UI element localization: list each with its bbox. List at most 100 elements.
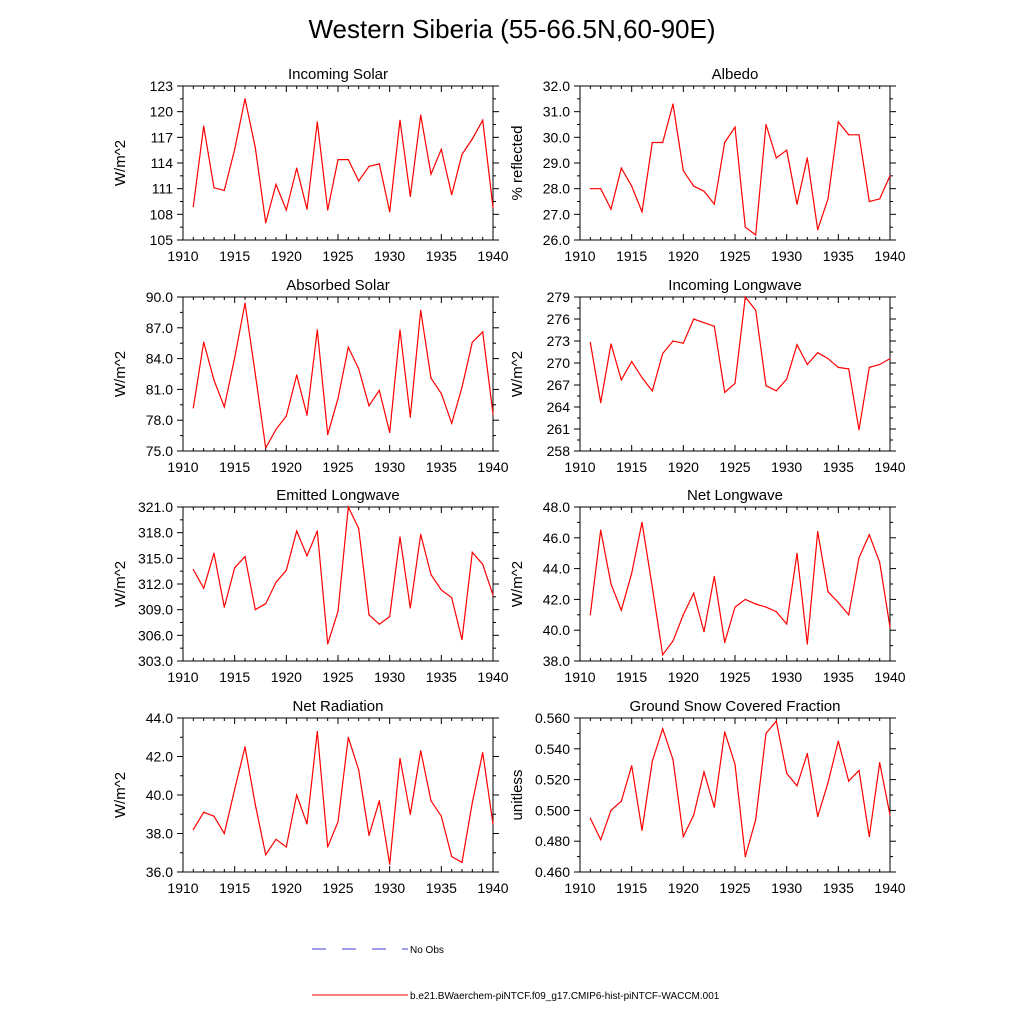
y-tick-label: 315.0 xyxy=(138,550,173,566)
data-point xyxy=(399,757,401,760)
x-tick-label: 1935 xyxy=(426,459,457,475)
y-tick-label: 40.0 xyxy=(543,622,570,638)
x-tick-label: 1940 xyxy=(477,669,508,685)
data-point xyxy=(234,788,236,790)
x-tick-label: 1935 xyxy=(426,880,457,896)
data-point xyxy=(389,431,391,434)
x-tick-label: 1930 xyxy=(771,880,802,896)
x-tick-label: 1940 xyxy=(477,880,508,896)
data-point xyxy=(471,802,473,804)
data-point xyxy=(817,531,819,533)
data-point xyxy=(471,138,473,140)
y-axis-label: W/m^2 xyxy=(112,351,129,397)
data-point xyxy=(868,534,870,536)
y-tick-label: 78.0 xyxy=(146,412,173,428)
data-point xyxy=(848,134,850,136)
data-point xyxy=(399,119,401,121)
y-tick-label: 0.500 xyxy=(535,802,570,818)
data-point xyxy=(203,811,205,813)
data-point xyxy=(734,763,736,765)
data-point xyxy=(430,377,432,379)
data-point xyxy=(337,158,339,161)
data-point xyxy=(631,185,633,187)
data-point xyxy=(693,185,695,187)
x-tick-label: 1915 xyxy=(616,669,647,685)
data-point xyxy=(482,563,484,565)
x-tick-label: 1920 xyxy=(668,248,699,264)
y-tick-label: 123 xyxy=(150,78,174,94)
x-tick-label: 1930 xyxy=(374,669,405,685)
data-point xyxy=(285,415,287,417)
y-tick-label: 258 xyxy=(547,443,571,459)
y-tick-label: 48.0 xyxy=(543,499,570,515)
data-point xyxy=(879,762,881,764)
data-point xyxy=(827,591,829,593)
y-axis-label: W/m^2 xyxy=(509,561,526,607)
panel-title: Net Longwave xyxy=(687,487,783,504)
y-tick-label: 44.0 xyxy=(543,561,570,577)
data-point xyxy=(610,208,612,210)
data-point xyxy=(192,829,194,831)
x-tick-label: 1930 xyxy=(771,248,802,264)
data-point xyxy=(610,809,612,812)
x-tick-label: 1920 xyxy=(668,459,699,475)
y-tick-label: 0.480 xyxy=(535,833,570,849)
y-tick-label: 30.0 xyxy=(543,129,570,145)
data-point xyxy=(389,211,391,213)
data-point xyxy=(620,800,622,802)
data-point xyxy=(244,302,246,304)
y-tick-label: 267 xyxy=(547,377,571,393)
data-point xyxy=(796,344,798,346)
data-point xyxy=(223,606,225,608)
data-point xyxy=(275,183,277,185)
data-point xyxy=(492,413,494,415)
y-tick-label: 105 xyxy=(150,232,174,248)
data-point xyxy=(672,640,674,642)
data-point xyxy=(734,606,736,608)
data-point xyxy=(213,552,215,554)
data-point xyxy=(703,190,705,192)
y-tick-label: 84.0 xyxy=(146,351,173,367)
data-point xyxy=(296,167,298,169)
data-point xyxy=(827,358,829,360)
data-point xyxy=(796,203,798,205)
data-point xyxy=(399,536,401,538)
y-tick-label: 29.0 xyxy=(543,155,570,171)
data-point xyxy=(610,583,612,585)
data-point xyxy=(651,586,653,588)
x-tick-label: 1915 xyxy=(219,459,250,475)
y-tick-label: 36.0 xyxy=(146,864,173,880)
panel-title: Emitted Longwave xyxy=(276,487,399,504)
y-tick-label: 261 xyxy=(547,421,571,437)
y-tick-label: 270 xyxy=(547,355,571,371)
plot-frame xyxy=(182,717,494,873)
data-point xyxy=(879,363,881,366)
y-tick-label: 44.0 xyxy=(146,710,173,726)
data-point xyxy=(368,834,370,837)
x-tick-label: 1930 xyxy=(374,248,405,264)
y-tick-label: 90.0 xyxy=(146,289,173,305)
data-point xyxy=(265,222,267,224)
data-point xyxy=(409,416,411,418)
y-tick-label: 0.560 xyxy=(535,710,570,726)
data-point xyxy=(347,506,349,508)
data-point xyxy=(620,167,622,169)
data-point xyxy=(275,428,277,431)
series-line xyxy=(589,295,891,430)
data-point xyxy=(837,740,839,742)
data-point xyxy=(234,148,236,150)
data-point xyxy=(858,134,860,136)
y-tick-label: 306.0 xyxy=(138,627,173,643)
data-point xyxy=(244,98,246,100)
x-tick-label: 1925 xyxy=(719,248,750,264)
data-point xyxy=(662,141,664,144)
data-point xyxy=(327,846,329,848)
data-point xyxy=(203,125,205,127)
data-point xyxy=(703,771,705,773)
data-point xyxy=(868,200,870,203)
data-point xyxy=(420,114,422,116)
data-point xyxy=(358,769,360,771)
x-tick-label: 1940 xyxy=(874,880,905,896)
data-point xyxy=(378,623,380,625)
data-point xyxy=(786,378,788,380)
